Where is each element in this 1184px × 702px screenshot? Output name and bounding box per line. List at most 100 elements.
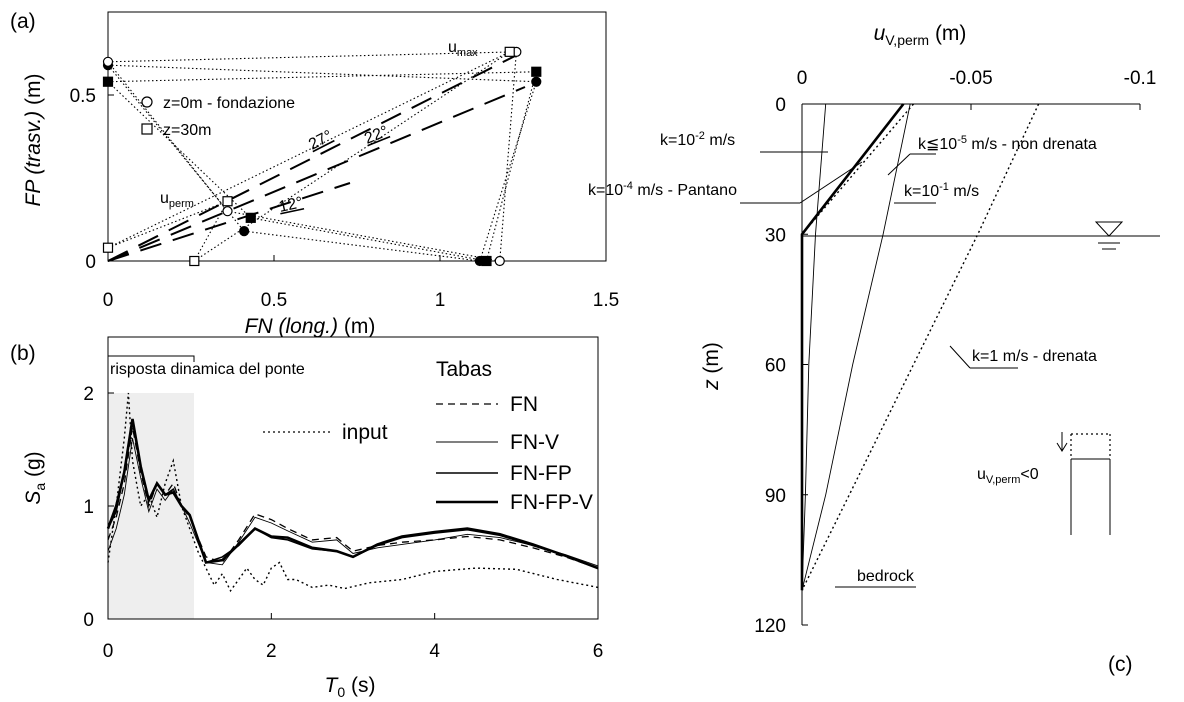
panel-b-x-axis-label: T0 (s) xyxy=(325,674,376,700)
c-xtick-label: -0.1 xyxy=(1124,68,1157,89)
a-trajectory-link xyxy=(499,51,517,262)
panel-c-y-ticks: 0 30 60 90 120 xyxy=(754,95,808,637)
a-point-z0 xyxy=(239,226,250,237)
a-point-z30 xyxy=(189,255,200,267)
panel-b-frame xyxy=(107,336,599,620)
legend-fnfp-text: FN-FP xyxy=(510,462,572,485)
a-point-z30 xyxy=(102,76,114,87)
panel-b-label: (b) xyxy=(10,342,36,365)
panel-b-y-ticks: 0 1 2 xyxy=(83,384,114,631)
a-trajectory-link xyxy=(479,81,537,262)
c-ytick-label: 0 xyxy=(775,95,786,116)
panel-b-y-axis-label: Sa (g) xyxy=(22,451,48,504)
panel-a-dotted-links xyxy=(107,51,537,262)
umax-label: umax xyxy=(448,39,478,59)
b-series-fn xyxy=(107,426,599,569)
panel-a-label: (a) xyxy=(10,10,36,33)
panel-a-frame xyxy=(107,11,607,262)
a-ytick-label: 0 xyxy=(85,252,96,273)
b-ytick-label: 0 xyxy=(83,610,94,631)
b-xtick-label: 2 xyxy=(266,641,277,662)
sign-note: uV,perm<0 xyxy=(977,466,1039,486)
ray-22-deg xyxy=(107,86,526,262)
c-ytick-label: 60 xyxy=(765,356,786,377)
a-trajectory-link xyxy=(227,210,500,262)
legend-fnfpv-text: FN-FP-V xyxy=(510,491,593,514)
a-trajectory-link xyxy=(107,64,537,83)
panel-b: (b) 0 2 4 6 0 1 2 risposta dinamica del ponte… xyxy=(10,336,604,700)
bracket-label: risposta dinamica del ponte xyxy=(110,361,305,378)
leader-k1-d xyxy=(949,345,971,369)
settlement-sketch: uV,perm<0 xyxy=(977,432,1111,535)
panel-c-y-axis-label: z (m) xyxy=(700,342,723,391)
water-table-triangle xyxy=(1094,221,1124,237)
leader-k-5-d xyxy=(887,153,911,176)
a-point-z0 xyxy=(102,56,114,67)
panel-c-x-ticks: 0 -0.05 -0.1 xyxy=(797,68,1157,110)
panel-a-points xyxy=(102,46,542,267)
label-k-2: k=10-2 m/s xyxy=(660,130,735,149)
legend-z0-text: z=0m - fondazione xyxy=(163,95,295,112)
b-xtick-label: 6 xyxy=(593,641,604,662)
a-trajectory-link xyxy=(107,200,228,249)
c-ytick-label: 120 xyxy=(754,616,786,637)
ray-27-deg xyxy=(107,55,516,262)
c-series-0 xyxy=(801,103,827,591)
c-ytick-label: 90 xyxy=(765,486,786,507)
label-k-1: k=10-1 m/s xyxy=(904,181,979,200)
a-point-z30 xyxy=(245,212,256,223)
c-xtick-label: -0.05 xyxy=(949,68,992,89)
b-ytick-label: 2 xyxy=(83,384,94,405)
sketch-arrow-head xyxy=(1056,442,1068,452)
a-point-z30 xyxy=(504,46,515,57)
a-point-z0 xyxy=(222,206,233,217)
panel-b-legend: Tabas FN FN-V FN-FP FN-FP-V input xyxy=(263,358,593,514)
a-point-z0 xyxy=(531,76,542,87)
label-k-4: k=10-4 m/s - Pantano xyxy=(588,180,737,199)
c-series-2 xyxy=(800,103,905,591)
panel-b-series xyxy=(106,392,599,593)
panel-c-label: (c) xyxy=(1108,653,1133,676)
b-series-fn-v xyxy=(107,438,599,567)
a-trajectory-link xyxy=(485,71,537,262)
c-series-3 xyxy=(801,103,911,591)
panel-a-x-ticks: 0 0.5 1 1.5 xyxy=(103,255,619,311)
a-xtick-label: 0 xyxy=(103,290,114,311)
angle-12-label: 12° xyxy=(277,194,304,216)
panel-b-x-ticks: 0 2 4 6 xyxy=(103,613,604,662)
a-trajectory-link xyxy=(107,51,510,249)
panel-a: (a) 0 0.5 1 1.5 0 0.5 FN (long.) (m) FP (tra… xyxy=(10,10,619,338)
angle-22-label: 22° xyxy=(362,123,391,148)
legend-fn-text: FN xyxy=(510,393,538,416)
panel-a-x-axis-label: FN (long.) (m) xyxy=(245,315,376,338)
b-ytick-label: 1 xyxy=(83,497,94,518)
c-series-1 xyxy=(801,103,915,591)
a-xtick-label: 1 xyxy=(435,290,446,311)
panel-a-y-axis-label: FP (trasv.) (m) xyxy=(22,74,45,207)
legend-z30-text: z=30m xyxy=(163,122,211,139)
b-series-input xyxy=(107,392,599,593)
a-trajectory-link xyxy=(194,51,511,262)
uperm-label: uperm xyxy=(160,190,194,210)
a-point-z30 xyxy=(102,242,114,253)
c-ytick-label: 30 xyxy=(765,225,786,246)
bedrock-label: bedrock xyxy=(857,568,915,585)
legend-input-text: input xyxy=(342,421,388,444)
b-xtick-label: 4 xyxy=(429,641,440,662)
label-k1: k=1 m/s - drenata xyxy=(972,348,1097,365)
legend-title: Tabas xyxy=(436,358,492,381)
legend-square-symbol xyxy=(141,123,153,135)
a-xtick-label: 1.5 xyxy=(593,290,619,311)
b-xtick-label: 0 xyxy=(103,641,114,662)
panel-c-series xyxy=(800,103,1040,591)
a-trajectory-link xyxy=(107,81,252,219)
c-xtick-label: 0 xyxy=(797,68,808,89)
a-trajectory-link xyxy=(107,51,517,63)
b-series-fn-fp-v xyxy=(106,418,599,570)
a-point-z30 xyxy=(222,196,233,207)
legend-circle-symbol xyxy=(141,96,153,108)
a-ytick-label: 0.5 xyxy=(70,86,96,107)
panel-c-top-axis-label: uV,perm (m) xyxy=(874,22,967,48)
response-bracket xyxy=(107,355,195,362)
